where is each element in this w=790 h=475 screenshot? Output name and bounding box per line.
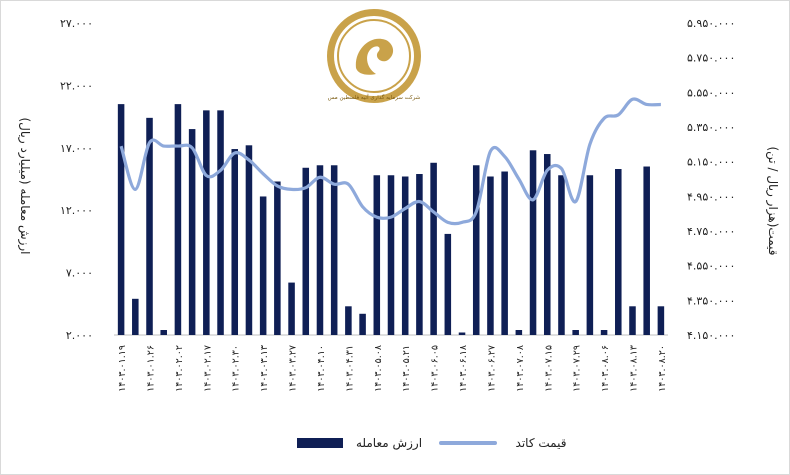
bar: [330, 165, 338, 335]
bar: [188, 129, 196, 335]
x-axis: ۱۴۰۳.۰۱.۱۹ ۱۴۰۳.۰۱.۲۶ ۱۴۰۳.۰۲.۰۲ ۱۴۰۳.۰۲.۱۷…: [117, 345, 668, 392]
x-axis-tick-label: ۱۴۰۳.۰۱.۱۹: [117, 345, 128, 392]
right-axis-tick-label: ۴.۳۵۰.۰۰۰: [687, 294, 735, 307]
bar: [387, 175, 395, 335]
x-axis-tick-label: ۱۴۰۳.۰۲.۰۲: [174, 345, 185, 392]
x-axis-tick-label: ۱۴۰۳.۰۷.۲۹: [572, 345, 583, 392]
left-axis: ۲.۰۰۰ ۷.۰۰۰ ۱۲.۰۰۰ ۱۷.۰۰۰ ۲۲.۰۰۰ ۲۷.۰۰۰: [60, 17, 93, 342]
logo-inner-ring: [337, 19, 411, 93]
right-axis-tick-label: ۵.۹۵۰.۰۰۰: [687, 17, 735, 30]
x-axis-tick-label: ۱۴۰۳.۰۲.۱۷: [202, 345, 213, 392]
bar: [600, 330, 608, 335]
price-line: [119, 97, 661, 226]
x-axis-tick-label: ۱۴۰۳.۰۵.۲۱: [401, 345, 412, 392]
right-axis-tick-label: ۵.۵۵۰.۰۰۰: [687, 86, 735, 99]
bar: [231, 149, 239, 335]
bar: [203, 110, 210, 335]
right-axis: ۴.۱۵۰.۰۰۰ ۴.۳۵۰.۰۰۰ ۴.۵۵۰.۰۰۰ ۴.۷۵۰.۰۰۰ ۴.۹۵…: [687, 17, 735, 342]
right-axis-tick-label: ۵.۷۵۰.۰۰۰: [687, 52, 735, 65]
x-axis-tick-label: ۱۴۰۳.۰۵.۰۸: [373, 345, 384, 392]
bar: [245, 145, 253, 335]
right-axis-tick-label: ۴.۵۵۰.۰۰۰: [687, 260, 735, 273]
bar: [160, 330, 167, 335]
bar: [529, 150, 537, 335]
bar: [487, 176, 494, 335]
bar: [643, 166, 650, 335]
bar: [572, 330, 579, 335]
right-axis-tick-label: ۵.۱۵۰.۰۰۰: [687, 156, 735, 169]
bar: [629, 306, 636, 335]
bar: [117, 104, 125, 336]
x-axis-tick-label: ۱۴۰۳.۰۸.۱۳: [628, 345, 639, 392]
right-axis-tick-label: ۴.۹۵۰.۰۰۰: [687, 190, 735, 203]
x-axis-tick-label: ۱۴۰۳.۰۴.۳۱: [344, 345, 355, 392]
x-axis-tick-label: ۱۴۰۳.۰۸.۲۰: [657, 345, 668, 392]
x-axis-tick-label: ۱۴۰۳.۰۸.۰۶: [600, 345, 611, 392]
bar: [146, 117, 153, 336]
x-axis-tick-label: ۱۴۰۳.۰۶.۲۷: [486, 345, 497, 392]
bar: [558, 175, 565, 335]
bar: [217, 110, 224, 335]
bar: [543, 154, 551, 335]
bar: [458, 332, 466, 335]
bar: [416, 174, 423, 335]
left-axis-tick-label: ۲۷.۰۰۰: [60, 17, 93, 30]
right-axis-tick-label: ۴.۱۵۰.۰۰۰: [687, 329, 735, 342]
left-axis-tick-label: ۲.۰۰۰: [66, 329, 93, 342]
bar: [472, 165, 480, 335]
bar: [515, 330, 523, 335]
logo-inner-disc: [334, 16, 414, 96]
bar: [401, 176, 409, 335]
bar: [444, 233, 452, 335]
bar: [132, 298, 139, 335]
bar: [586, 175, 594, 335]
logo-caption: شرکت سرمایه گذاری آتیه فلسطین مس: [328, 94, 421, 101]
x-axis-tick-label: ۱۴۰۳.۰۲.۳۰: [231, 345, 242, 392]
x-axis-tick-label: ۱۴۰۳.۰۳.۱۳: [259, 345, 270, 392]
legend-bar-label: ارزش معامله: [356, 436, 422, 451]
legend-bar-swatch: [297, 438, 343, 448]
right-axis-tick-label: ۵.۳۵۰.۰۰۰: [687, 121, 735, 134]
bar: [345, 306, 352, 335]
left-axis-title: ارزش معامله (میلیارد ریال): [17, 117, 32, 254]
company-logo: شرکت سرمایه گذاری آتیه فلسطین مس: [327, 9, 421, 103]
logo-emblem: [355, 38, 394, 75]
bar: [288, 282, 295, 335]
bar: [615, 169, 622, 335]
bar: [430, 162, 437, 335]
legend: ارزش معامله قیمت کاتد: [297, 436, 566, 451]
bar: [373, 175, 381, 335]
bar: [501, 171, 508, 335]
x-axis-tick-label: ۱۴۰۳.۰۷.۱۵: [543, 345, 554, 392]
x-axis-tick-label: ۱۴۰۳.۰۱.۲۶: [146, 345, 157, 392]
left-axis-tick-label: ۲۲.۰۰۰: [60, 79, 93, 92]
bar: [302, 167, 310, 335]
left-axis-tick-label: ۱۲.۰۰۰: [60, 204, 93, 217]
left-axis-tick-label: ۷.۰۰۰: [66, 267, 93, 280]
bar: [174, 104, 182, 336]
x-axis-tick-label: ۱۴۰۳.۰۶.۰۵: [430, 345, 441, 392]
x-axis-tick-label: ۱۴۰۳.۰۶.۱۸: [458, 345, 469, 392]
bar: [359, 313, 366, 335]
x-axis-tick-label: ۱۴۰۳.۰۷.۰۸: [515, 345, 526, 392]
bar: [657, 306, 665, 335]
left-axis-tick-label: ۱۷.۰۰۰: [60, 142, 93, 155]
right-axis-title: قیمت(هزار ریال / تن): [765, 147, 780, 256]
bar-series: [117, 104, 665, 336]
bar: [316, 165, 324, 335]
x-axis-tick-label: ۱۴۰۳.۰۴.۱۰: [316, 345, 327, 392]
bar: [259, 196, 267, 335]
legend-line-label: قیمت کاتد: [516, 436, 567, 450]
right-axis-tick-label: ۴.۷۵۰.۰۰۰: [687, 225, 735, 238]
line-series: [119, 97, 661, 226]
x-axis-tick-label: ۱۴۰۳.۰۳.۲۷: [288, 345, 299, 392]
bar: [274, 181, 281, 335]
